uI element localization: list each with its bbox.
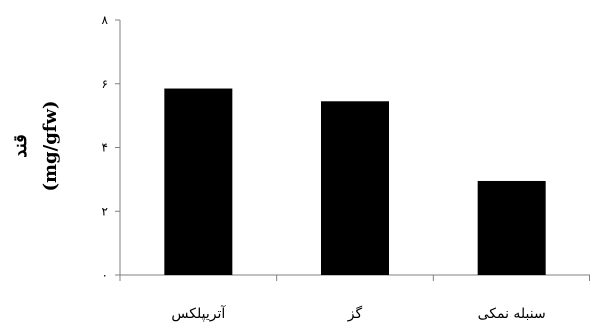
- y-tick-label: ۰: [102, 268, 108, 282]
- category-label: آتریپلکس: [171, 305, 226, 322]
- bar: [477, 180, 546, 275]
- y-tick-label: ۶: [102, 77, 108, 91]
- y-axis-title: قند (mg/gfw): [10, 100, 61, 191]
- y-axis-title-line1: قند: [10, 134, 31, 157]
- y-axis-title-line2: (mg/gfw): [40, 100, 61, 191]
- category-labels: آتریپلکس گز سنبله نمکی: [171, 305, 545, 322]
- y-axis: ۰ ۲ ۴ ۶ ۸: [102, 13, 121, 282]
- y-tick-label: ۴: [102, 141, 108, 155]
- y-tick-label: ۸: [102, 13, 109, 27]
- bar: [164, 88, 233, 275]
- y-tick-label: ۲: [102, 204, 108, 218]
- x-axis: [119, 274, 590, 281]
- category-label: گز: [347, 305, 363, 322]
- bars: [164, 88, 546, 275]
- bar: [321, 101, 389, 275]
- category-label: سنبله نمکی: [478, 306, 546, 322]
